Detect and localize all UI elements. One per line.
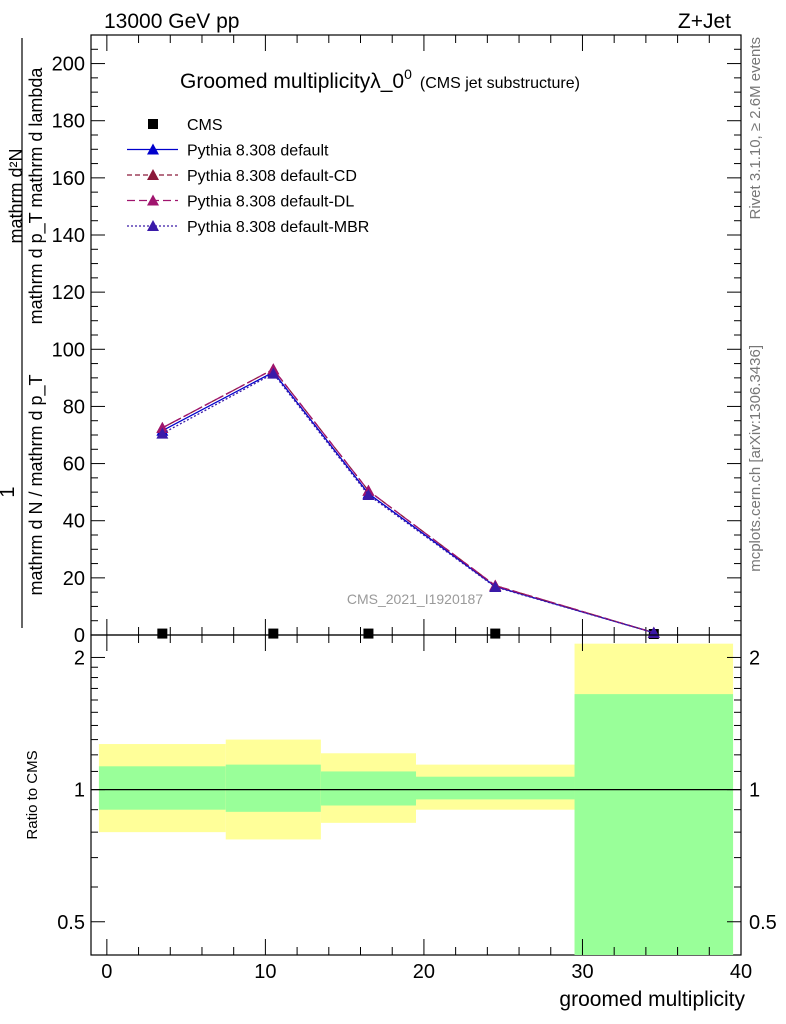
series-line — [162, 368, 654, 634]
main-y-tick-label: 0 — [74, 625, 85, 647]
main-y-tick-label: 20 — [63, 568, 85, 590]
legend-marker — [147, 169, 159, 180]
ratio-y-tick-label: 1 — [74, 780, 85, 802]
analysis-watermark: CMS_2021_I1920187 — [347, 591, 483, 607]
ratio-y-tick-label-right: 2 — [749, 647, 760, 669]
cms-data-point — [157, 628, 168, 639]
series-point — [362, 489, 375, 500]
series-point — [156, 427, 169, 439]
legend-label: Pythia 8.308 default-MBR — [187, 219, 369, 236]
legend-entry: Pythia 8.308 default-MBR — [127, 219, 369, 236]
ratio-inner-band — [320, 771, 416, 806]
ratio-y-tick-label: 0.5 — [57, 912, 85, 934]
ratio-y-axis-title: Ratio to CMS — [24, 750, 41, 839]
ylabel-right-denominator: mathrm d p_T mathrm d lambda — [26, 67, 47, 325]
ylabel-numerator: 1 — [0, 486, 19, 497]
process-label: Z+Jet — [678, 10, 731, 33]
main-y-tick-label: 80 — [63, 396, 85, 418]
plot-title-superscript: 0 — [404, 66, 412, 82]
legend-label: Pythia 8.308 default-DL — [187, 194, 354, 211]
x-axis-title: groomed multiplicity — [559, 988, 745, 1011]
plot-title-sub: (CMS jet substructure) — [420, 75, 580, 92]
main-y-tick-label: 60 — [63, 454, 85, 476]
ratio-inner-band — [574, 694, 734, 955]
ylabel-right-numerator: mathrm d²N — [6, 148, 26, 243]
x-tick-label: 20 — [413, 961, 435, 983]
rivet-note: Rivet 3.1.10, ≥ 2.6M events — [747, 37, 764, 220]
cms-data-point — [490, 628, 501, 639]
cms-data-point — [363, 628, 374, 639]
x-tick-label: 30 — [571, 961, 593, 983]
main-x-axis — [106, 35, 742, 635]
main-y-axis: 0 20 40 60 80 100 120 140 160 180 200 — [52, 34, 741, 647]
legend-label: Pythia 8.308 default — [187, 143, 329, 160]
legend-marker — [147, 220, 159, 231]
series-0 — [157, 628, 659, 639]
main-y-tick-label: 140 — [52, 225, 85, 247]
series-point — [156, 421, 169, 433]
ratio-inner-band — [98, 766, 226, 810]
main-series-group — [156, 363, 660, 639]
main-y-tick-label: 160 — [52, 168, 85, 190]
legend-entry: Pythia 8.308 default-DL — [127, 194, 354, 211]
legend-label: Pythia 8.308 default-CD — [187, 168, 357, 185]
legend: CMS Pythia 8.308 default Pythia 8.308 defa… — [127, 117, 369, 236]
legend-entry: Pythia 8.308 default — [127, 143, 329, 160]
legend-entry: CMS — [148, 117, 223, 134]
series-point — [267, 367, 280, 379]
ratio-y-tick-label-right: 0.5 — [749, 912, 777, 934]
ylabel-denominator: mathrm d N / mathrm d p_T — [26, 374, 47, 595]
ratio-y-axis: 0.5 0.5 1 1 2 2 — [57, 647, 777, 933]
legend-label: CMS — [187, 117, 223, 134]
ratio-inner-band — [416, 776, 575, 800]
plot-title: Groomed multiplicityλ_00 (CMS jet substru… — [180, 66, 580, 93]
ratio-y-tick-label-right: 1 — [749, 780, 760, 802]
legend-entry: Pythia 8.308 default-CD — [127, 168, 357, 185]
series-4 — [156, 367, 660, 638]
main-y-tick-label: 180 — [52, 111, 85, 133]
main-y-axis-title: 1 mathrm d N / mathrm d p_T mathrm d²N m… — [0, 38, 47, 628]
ratio-panel-frame — [90, 634, 742, 956]
series-point — [489, 581, 502, 592]
ratio-inner-band — [225, 764, 321, 812]
energy-label: 13000 GeV pp — [104, 10, 239, 33]
ratio-x-axis: 0 10 20 30 40 — [101, 635, 752, 983]
x-tick-label: 40 — [730, 961, 752, 983]
x-tick-label: 10 — [254, 961, 276, 983]
main-y-tick-label: 120 — [52, 282, 85, 304]
x-tick-label: 0 — [101, 961, 112, 983]
ratio-bands — [91, 643, 741, 955]
cms-data-point — [268, 628, 279, 639]
legend-marker — [147, 143, 159, 155]
main-y-tick-label: 200 — [52, 54, 85, 76]
mcplots-note: mcplots.cern.ch [arXiv:1306.3436] — [747, 345, 764, 572]
main-y-tick-label: 40 — [63, 511, 85, 533]
legend-marker — [147, 194, 159, 206]
plot-title-main: Groomed multiplicityλ_0 — [180, 70, 404, 93]
legend-marker — [148, 119, 158, 129]
main-y-tick-label: 100 — [52, 339, 85, 361]
ratio-y-tick-label: 2 — [74, 647, 85, 669]
